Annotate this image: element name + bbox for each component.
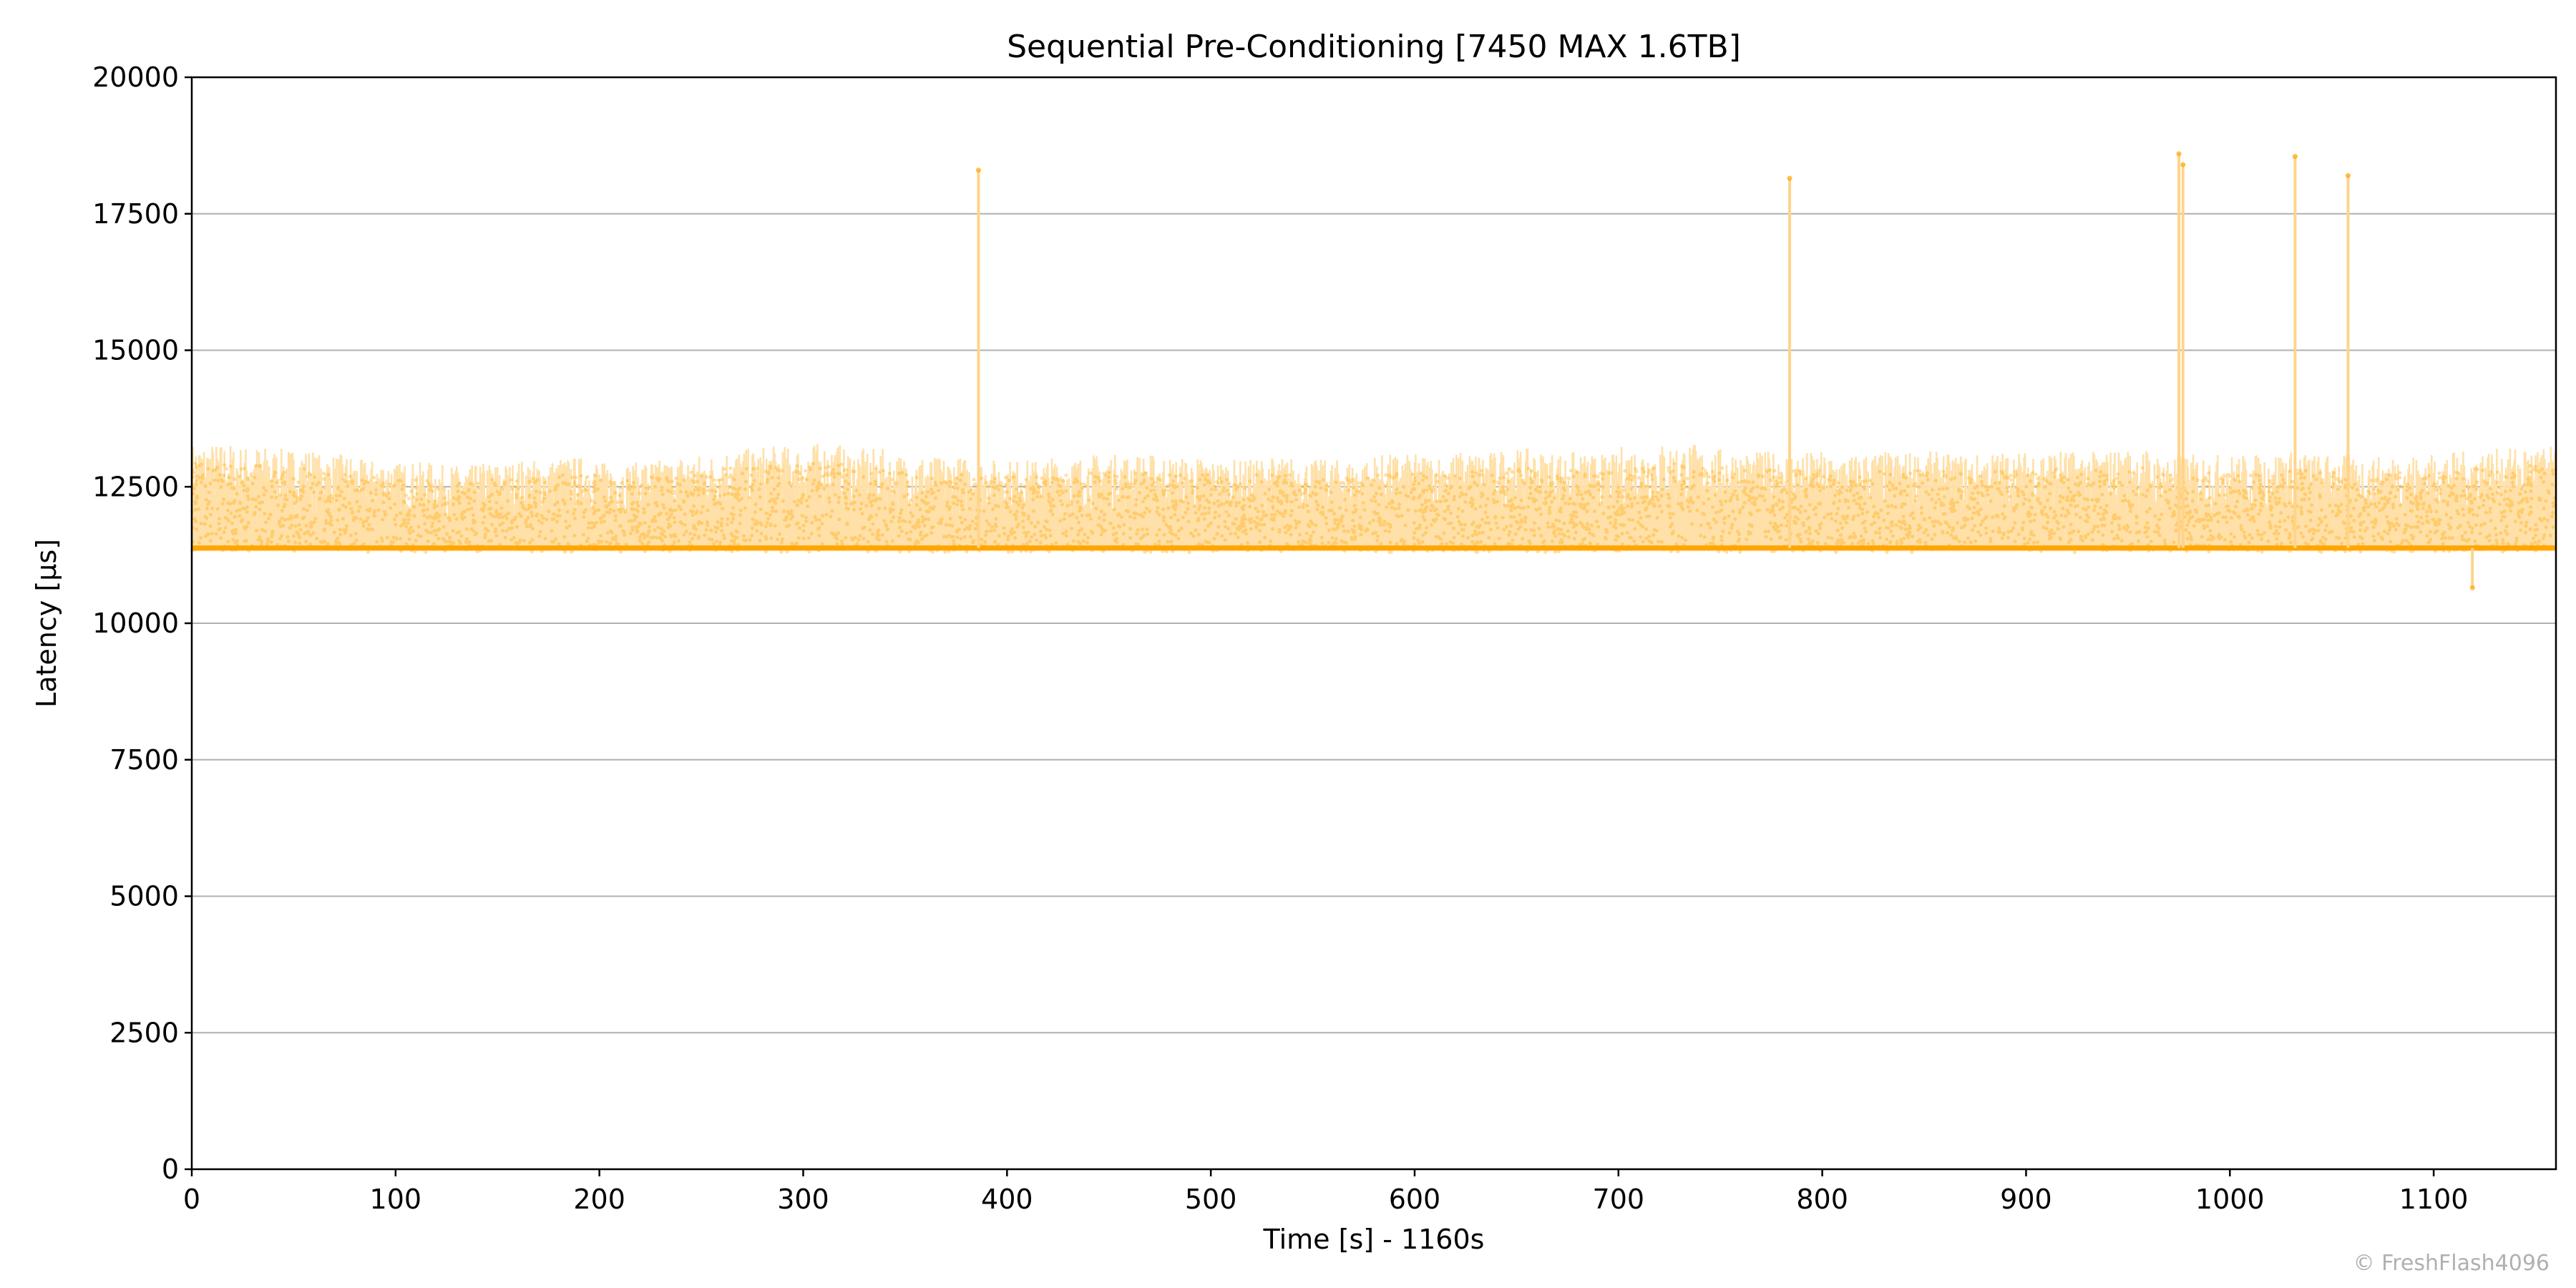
x-tick-label: 600 bbox=[1389, 1184, 1441, 1215]
x-tick-label: 700 bbox=[1593, 1184, 1645, 1215]
x-tick-label: 0 bbox=[183, 1184, 200, 1215]
y-gridlines bbox=[192, 77, 2556, 1170]
y-tick-label: 10000 bbox=[92, 608, 179, 639]
y-tick-label: 0 bbox=[162, 1153, 179, 1185]
x-tick-label: 500 bbox=[1185, 1184, 1237, 1215]
x-tick-label: 400 bbox=[981, 1184, 1033, 1215]
latency-spike-point bbox=[975, 167, 981, 173]
x-tick-label: 1000 bbox=[2195, 1184, 2265, 1215]
x-tick-label: 300 bbox=[777, 1184, 829, 1215]
y-axis-ticks: 0 2500 5000 7500 10000 12500 15000 17500 20000 bbox=[92, 62, 192, 1185]
chart-title: Sequential Pre-Conditioning [7450 MAX 1.… bbox=[1007, 29, 1741, 65]
y-tick-label: 20000 bbox=[92, 62, 179, 93]
latency-points bbox=[190, 462, 2557, 555]
plot-area bbox=[190, 151, 2557, 590]
x-tick-label: 900 bbox=[2000, 1184, 2052, 1215]
y-tick-label: 2500 bbox=[109, 1017, 179, 1048]
latency-spike-point bbox=[2180, 162, 2186, 167]
y-tick-label: 12500 bbox=[92, 471, 179, 502]
latency-spike-point bbox=[2176, 151, 2182, 157]
latency-spike-point bbox=[2345, 172, 2351, 178]
watermark: © FreshFlash4096 bbox=[2353, 1251, 2550, 1276]
x-tick-label: 1100 bbox=[2399, 1184, 2469, 1215]
y-axis-label: Latency [µs] bbox=[31, 539, 62, 708]
x-tick-label: 100 bbox=[370, 1184, 422, 1215]
y-tick-label: 15000 bbox=[92, 335, 179, 366]
x-axis-label: Time [s] - 1160s bbox=[1263, 1224, 1485, 1255]
x-axis-ticks: 0 100 200 300 400 500 600 700 800 900 1000 1100 bbox=[183, 1169, 2469, 1215]
x-tick-label: 200 bbox=[573, 1184, 625, 1215]
y-tick-label: 7500 bbox=[109, 744, 179, 776]
y-tick-label: 5000 bbox=[109, 881, 179, 912]
latency-spike-point bbox=[2469, 585, 2475, 590]
y-tick-label: 17500 bbox=[92, 198, 179, 230]
latency-spike-point bbox=[2292, 154, 2298, 160]
latency-spike-point bbox=[1787, 175, 1792, 181]
x-tick-label: 800 bbox=[1796, 1184, 1848, 1215]
